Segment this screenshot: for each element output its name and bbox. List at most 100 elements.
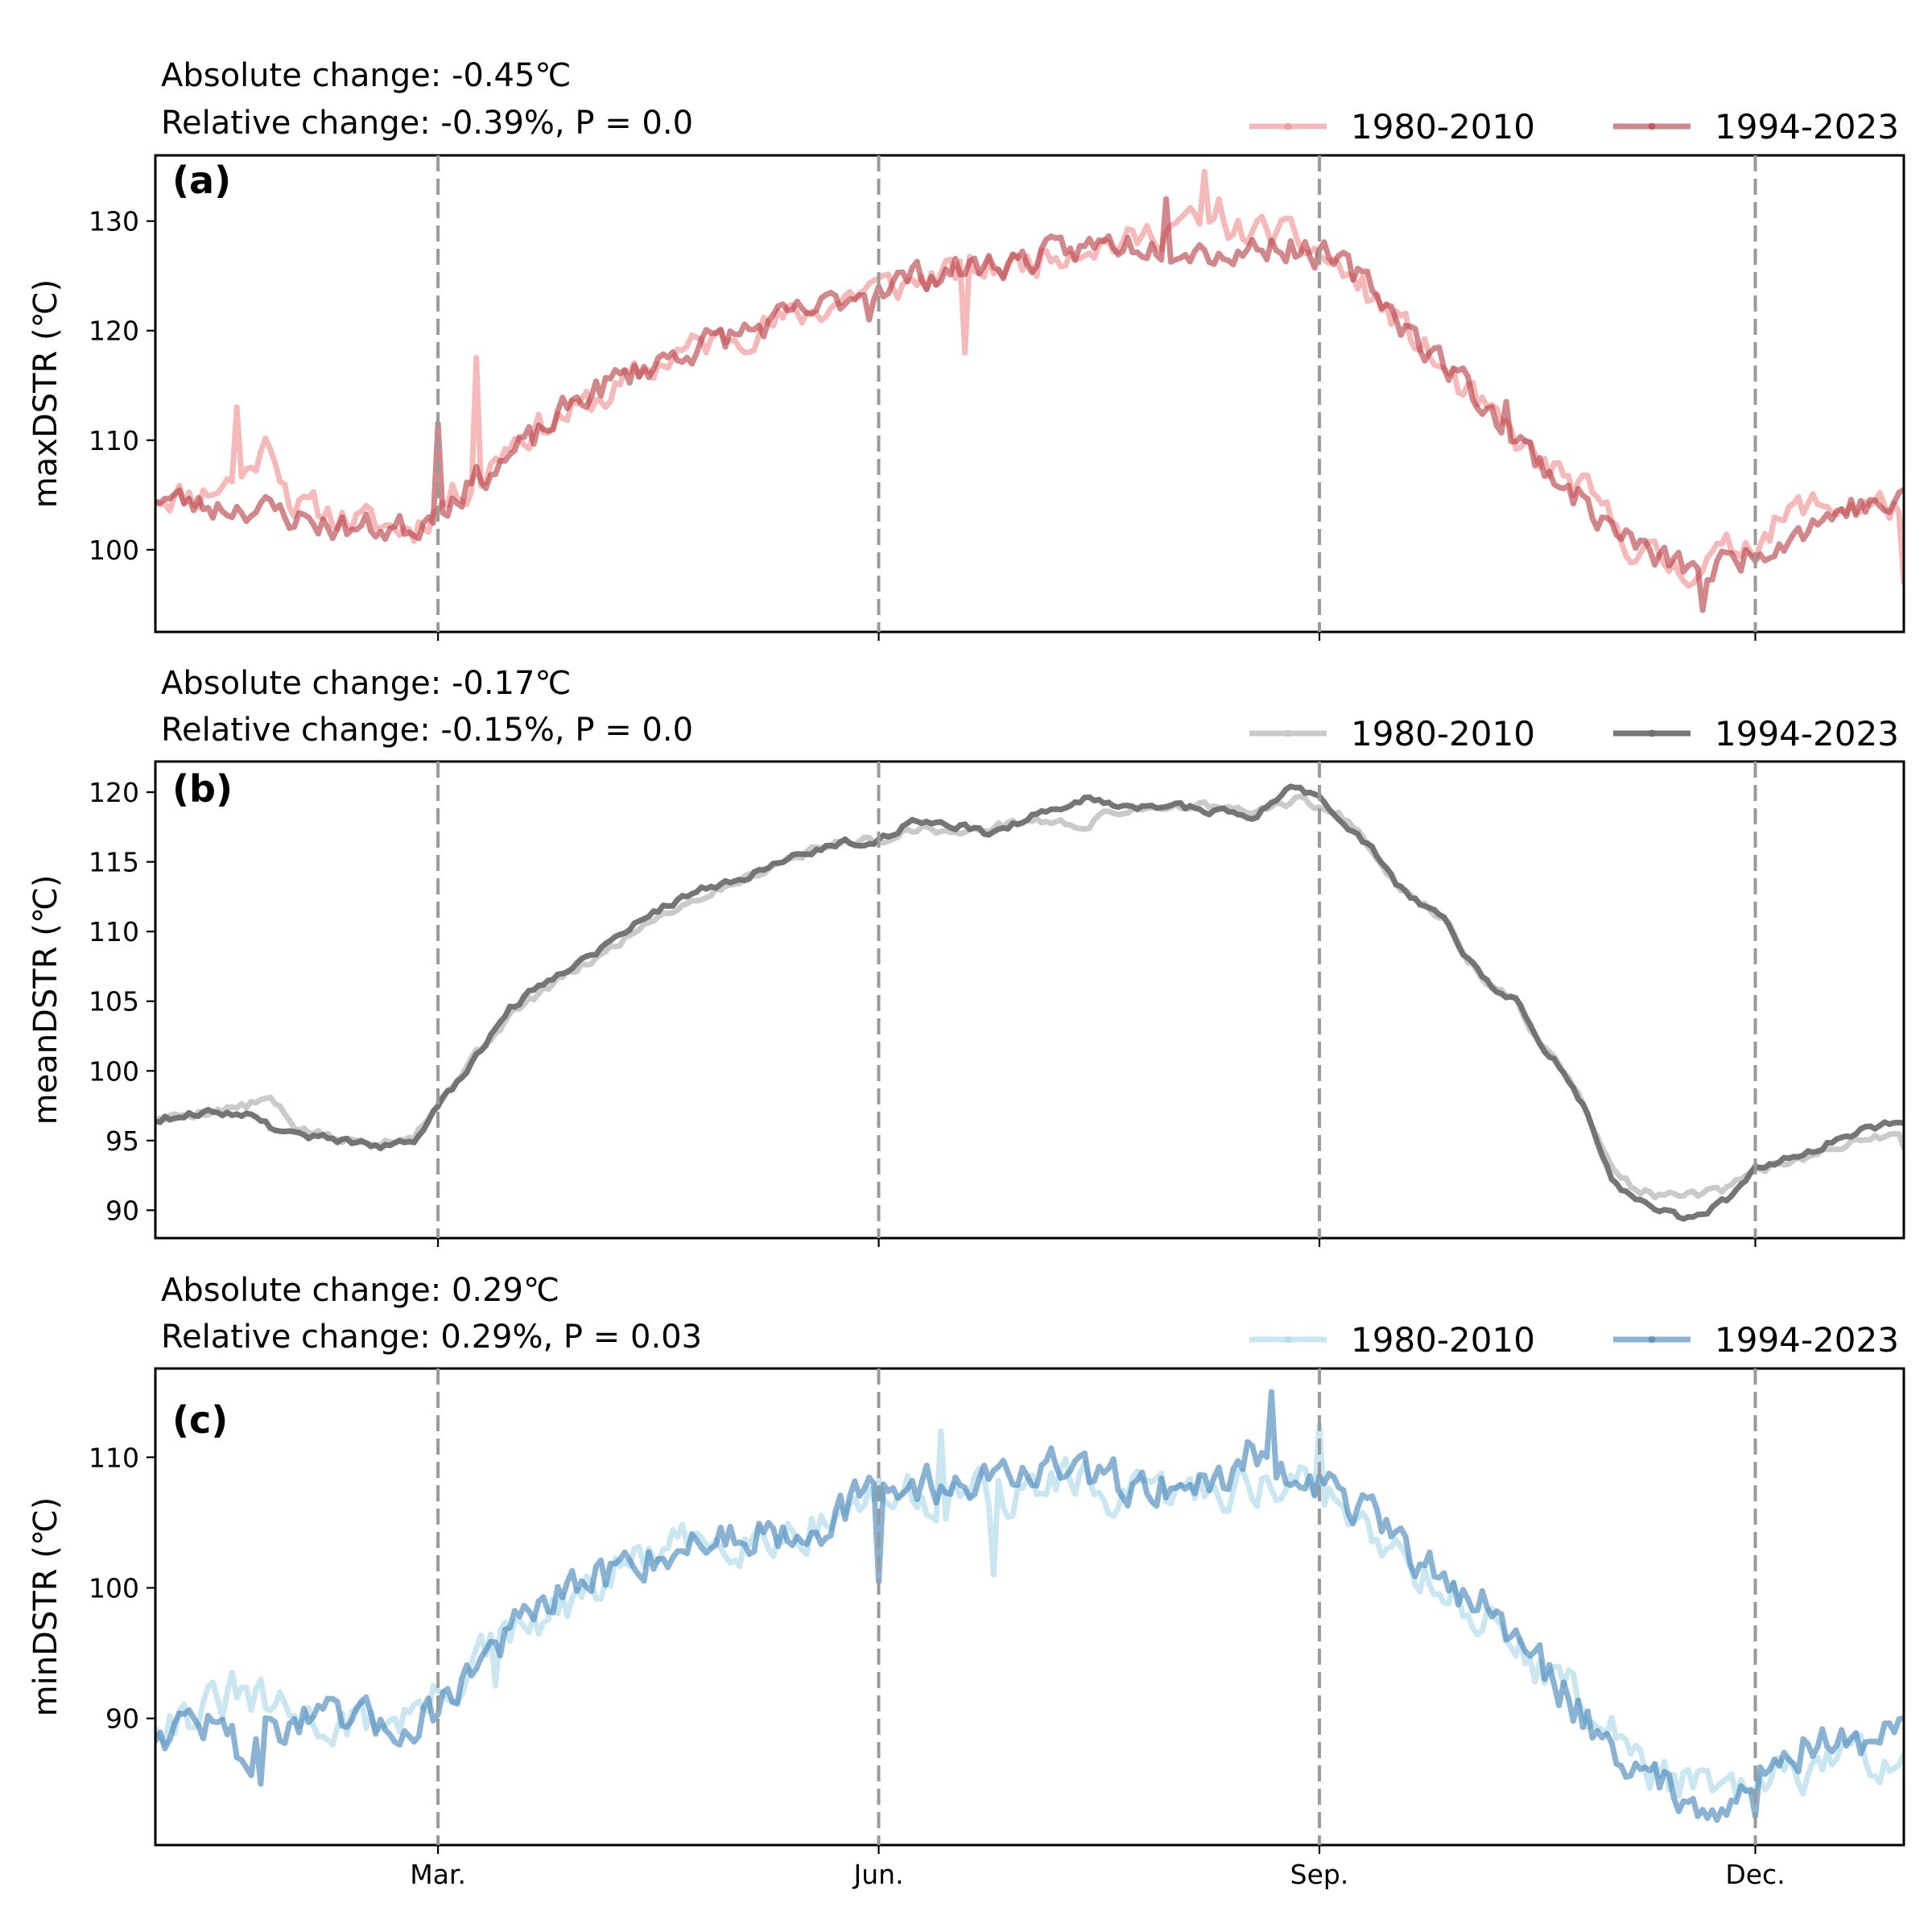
data-point [967, 258, 973, 264]
panel-c-legend-label-1980: 1980-2010 [1351, 1320, 1535, 1360]
data-point [272, 1702, 279, 1709]
data-point [1446, 1600, 1452, 1607]
data-point [1321, 239, 1327, 246]
data-point [1393, 1528, 1399, 1535]
data-point [1249, 237, 1256, 243]
data-point [1191, 805, 1198, 811]
data-point [1608, 1176, 1615, 1183]
data-point [344, 1135, 350, 1142]
data-point [818, 317, 824, 324]
data-point [243, 466, 250, 473]
data-point [521, 1624, 527, 1630]
data-point [1537, 455, 1543, 461]
data-point [1766, 1766, 1773, 1773]
data-point [698, 884, 705, 890]
data-point [420, 519, 427, 526]
data-point [324, 1135, 331, 1141]
data-point [320, 1733, 326, 1740]
data-point [1484, 1604, 1490, 1611]
data-point [1474, 965, 1480, 972]
data-point [1355, 831, 1361, 837]
data-point [1522, 438, 1529, 444]
data-point [1249, 815, 1256, 823]
data-point [1862, 509, 1868, 515]
y-tick-label: 110 [89, 916, 139, 947]
data-point [1154, 1503, 1160, 1509]
data-point [1172, 220, 1179, 226]
data-point [459, 1675, 465, 1682]
data-point [1579, 492, 1586, 499]
data-point [1867, 1738, 1873, 1744]
data-point [1761, 1164, 1768, 1171]
data-point [770, 1525, 777, 1532]
data-point [670, 1526, 676, 1533]
data-point [1670, 1191, 1677, 1197]
data-point [559, 1594, 566, 1601]
data-point [262, 436, 269, 442]
data-point [1527, 1022, 1534, 1028]
data-point [1167, 1500, 1174, 1507]
data-point [497, 1652, 504, 1659]
data-point [1005, 260, 1011, 267]
data-point [1105, 799, 1112, 806]
data-point [526, 445, 532, 452]
data-point [1282, 1487, 1289, 1493]
data-point [344, 1724, 350, 1731]
data-point [1058, 234, 1064, 241]
data-point [387, 526, 394, 532]
data-point [535, 411, 542, 418]
data-point [852, 296, 858, 303]
data-point [157, 1729, 163, 1736]
data-point [1297, 793, 1303, 799]
data-point [1038, 819, 1045, 826]
data-point [1297, 251, 1303, 258]
data-point [1326, 1471, 1332, 1477]
data-point [1881, 1758, 1888, 1765]
data-point [670, 910, 676, 916]
data-point [324, 1695, 331, 1702]
data-point [592, 397, 600, 403]
data-point [626, 927, 633, 933]
data-point [358, 522, 365, 529]
data-point [1459, 1587, 1467, 1593]
data-point [196, 1113, 202, 1120]
data-point [1278, 250, 1284, 257]
data-point [1589, 1735, 1596, 1741]
data-point [1570, 500, 1576, 507]
data-point [224, 476, 230, 482]
data-point [555, 408, 561, 415]
data-point [1019, 1485, 1026, 1492]
data-point [1120, 248, 1126, 254]
data-point [1738, 1783, 1744, 1790]
data-point [233, 404, 240, 411]
data-point [612, 380, 618, 386]
data-point [990, 828, 997, 835]
data-point [1847, 1735, 1855, 1741]
data-point [952, 255, 959, 262]
data-point [990, 1571, 997, 1578]
data-point [382, 1727, 389, 1733]
data-point [741, 877, 748, 884]
data-point [1196, 799, 1203, 807]
data-point [1623, 1773, 1629, 1780]
data-point [923, 1462, 930, 1469]
data-point [1076, 825, 1084, 832]
data-point [612, 1560, 618, 1567]
data-point [406, 1709, 412, 1715]
data-point [238, 1684, 245, 1690]
data-point [1839, 1134, 1845, 1141]
data-point [282, 481, 288, 488]
data-point [1513, 446, 1519, 452]
data-point [832, 292, 839, 299]
data-point [1724, 1812, 1730, 1818]
data-point [1589, 515, 1596, 522]
data-point [295, 510, 303, 516]
panel-b: Absolute change: -0.17℃ Relative change:… [27, 665, 1905, 1247]
data-point [1259, 807, 1265, 813]
data-point [1364, 840, 1371, 847]
data-point [1724, 1197, 1730, 1203]
data-point [1321, 799, 1327, 806]
y-tick-label: 90 [105, 1703, 139, 1735]
data-point [1652, 538, 1658, 545]
data-point [1642, 1765, 1649, 1771]
